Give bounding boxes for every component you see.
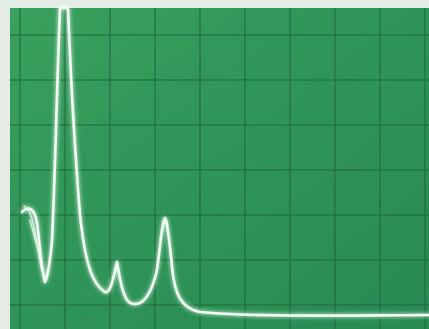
trace — [20, 6, 429, 317]
screen — [10, 8, 429, 329]
graticule — [10, 8, 429, 329]
